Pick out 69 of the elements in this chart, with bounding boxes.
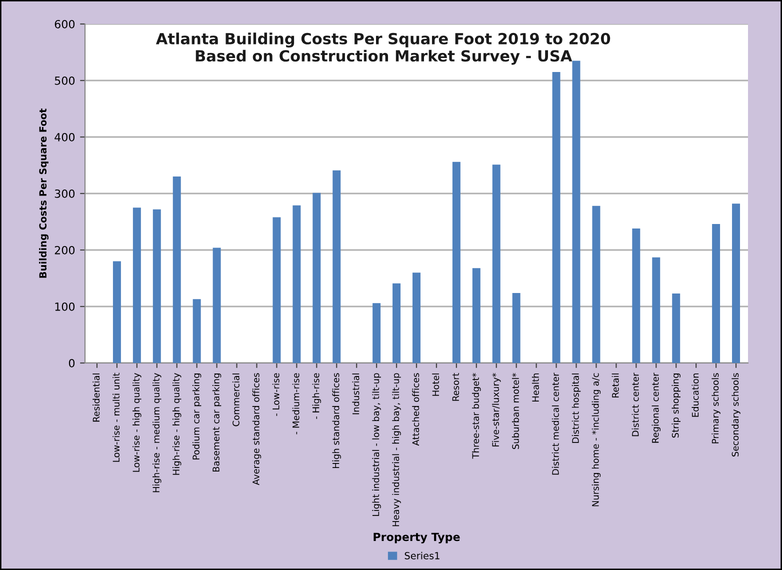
y-tick-label: 0: [68, 358, 75, 368]
x-tick-label: District hospital: [572, 374, 581, 443]
x-tick-label: District medical center: [552, 372, 559, 475]
bar: [292, 205, 301, 363]
x-tick-label: Three-star budget*: [472, 372, 481, 459]
x-tick-label: Primary schools: [712, 373, 720, 444]
bar: [372, 303, 381, 363]
y-tick-label: 600: [54, 20, 75, 28]
x-tick-label: High-rise - medium quality: [152, 372, 162, 492]
y-tick-label: 400: [54, 132, 75, 142]
bar: [332, 170, 341, 363]
bar: [512, 292, 520, 363]
bar: [672, 294, 680, 363]
x-axis-title: Property Type: [374, 532, 460, 544]
x-tick-label: Health: [532, 373, 539, 402]
x-tick-label: Industrial: [352, 374, 360, 414]
bar: [492, 164, 500, 363]
x-tick-label: High-rise - high quality: [172, 372, 182, 475]
x-tick-label: Retail: [612, 374, 619, 398]
y-tick-label: 200: [54, 246, 75, 254]
x-tick-label: Basement car parking: [212, 374, 222, 472]
bar: [112, 261, 121, 363]
bar: [472, 268, 480, 363]
bar: [592, 206, 600, 363]
y-tick-label: 100: [55, 302, 75, 311]
x-tick-label: - Medium-rise: [292, 373, 300, 434]
bar: [392, 283, 401, 363]
bar: [452, 162, 460, 363]
bar: [152, 209, 161, 363]
bar: [412, 272, 420, 363]
legend-label: Series1: [404, 552, 440, 560]
bar: [632, 228, 640, 363]
x-tick-label: Heavy industrial - high bay, tilt-up: [392, 373, 401, 526]
x-tick-label: Residential: [92, 374, 100, 422]
bar: [732, 204, 740, 363]
x-tick-label: - Low-rise: [272, 373, 280, 416]
x-tick-label: Strip shopping: [672, 374, 680, 438]
bar: [312, 192, 321, 363]
bar: [712, 224, 720, 363]
x-tick-label: Hotel: [432, 374, 440, 396]
y-axis-title: Building Costs Per Square Foot: [39, 108, 49, 278]
x-tick-label: Podium car parking: [192, 374, 202, 460]
x-tick-label: Regional center: [652, 372, 661, 443]
bar: [172, 176, 181, 363]
x-tick-label: Commercial: [232, 374, 240, 426]
x-tick-label: Low-rise - multi unit: [112, 372, 120, 462]
x-tick-label: Nursing home - *including a/c: [592, 373, 601, 506]
y-tick-label: 300: [54, 189, 75, 198]
x-tick-label: Light industrial - low bay, tilt-up: [372, 373, 381, 516]
bar: [212, 248, 221, 363]
x-tick-label: High standard offices: [332, 373, 341, 468]
bar: [652, 257, 660, 363]
text: Atlanta Building Costs Per Square Foot 2019 to 2020 Based on Construction Market Survey - USA: [156, 32, 610, 65]
x-tick-label: Low-rise - high quality: [132, 372, 142, 472]
x-tick-label: Average standard offices: [252, 373, 262, 486]
bar: [572, 60, 580, 363]
x-tick-label: Secondary schools: [732, 373, 740, 456]
x-tick-label: Attached offices: [412, 373, 420, 446]
bar: [192, 299, 201, 363]
x-tick-label: Resort: [452, 372, 460, 401]
bar: [552, 72, 560, 363]
x-tick-label: Education: [692, 373, 699, 417]
x-tick-label: Five-star/luxury*: [492, 372, 501, 446]
y-tick-label: 500: [54, 76, 75, 85]
bar: [272, 217, 281, 363]
x-tick-label: District center: [632, 372, 639, 436]
x-tick-label: Suburban motel*: [512, 372, 519, 450]
x-tick-label: - High-rise: [312, 373, 322, 419]
bar: [132, 208, 141, 363]
